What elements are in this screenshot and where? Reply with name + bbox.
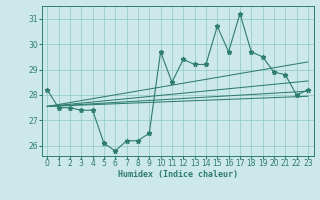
- X-axis label: Humidex (Indice chaleur): Humidex (Indice chaleur): [118, 170, 237, 179]
